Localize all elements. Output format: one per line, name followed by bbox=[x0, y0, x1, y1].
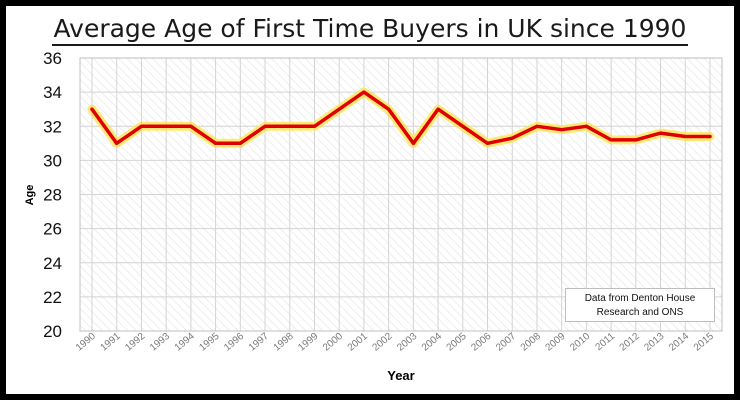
y-axis: 20 22 24 26 28 30 32 34 36 bbox=[43, 49, 62, 341]
data-point bbox=[337, 107, 341, 111]
chart-title: Average Age of First Time Buyers in UK s… bbox=[0, 14, 740, 46]
x-tick-label: 2003 bbox=[395, 331, 419, 354]
data-point bbox=[436, 107, 440, 111]
y-tick-label: 26 bbox=[43, 220, 62, 239]
plot-border bbox=[79, 57, 723, 332]
y-tick-label: 34 bbox=[43, 83, 62, 102]
y-axis-label: Age bbox=[24, 185, 36, 206]
x-axis-label: Year bbox=[387, 368, 414, 383]
data-point bbox=[461, 124, 465, 128]
x-tick-label: 2008 bbox=[519, 331, 543, 354]
data-point bbox=[115, 141, 119, 145]
data-point bbox=[164, 124, 168, 128]
y-tick-label: 32 bbox=[43, 117, 62, 136]
y-tick-label: 30 bbox=[43, 151, 62, 170]
series-age bbox=[87, 87, 715, 148]
data-point bbox=[362, 90, 366, 94]
x-tick-label: 2002 bbox=[370, 331, 394, 354]
x-tick-label: 1995 bbox=[197, 331, 221, 354]
x-tick-label: 2010 bbox=[568, 331, 592, 354]
data-point bbox=[189, 124, 193, 128]
data-point bbox=[288, 124, 292, 128]
x-tick-label: 2007 bbox=[494, 331, 518, 354]
x-tick-label: 2004 bbox=[420, 331, 444, 354]
x-tick-label: 1999 bbox=[296, 331, 320, 354]
data-point bbox=[683, 134, 687, 138]
data-point bbox=[238, 141, 242, 145]
x-tick-label: 2009 bbox=[543, 331, 567, 354]
x-tick-label: 2013 bbox=[642, 331, 666, 354]
data-point bbox=[263, 124, 267, 128]
data-point bbox=[312, 124, 316, 128]
y-tick-label: 24 bbox=[43, 254, 62, 273]
x-tick-label: 1996 bbox=[222, 331, 246, 354]
data-point bbox=[609, 138, 613, 142]
x-axis: 1990 1991 1992 1993 1994 1995 1996 1997 1998 1999… bbox=[74, 331, 716, 354]
data-point bbox=[708, 134, 712, 138]
data-point bbox=[411, 141, 415, 145]
x-tick-label: 2005 bbox=[445, 331, 469, 354]
x-tick-label: 2014 bbox=[667, 331, 691, 354]
data-point bbox=[659, 131, 663, 135]
data-point bbox=[560, 128, 564, 132]
x-tick-label: 1994 bbox=[173, 331, 197, 354]
y-tick-label: 28 bbox=[43, 186, 62, 205]
x-tick-label: 2000 bbox=[321, 331, 345, 354]
x-tick-label: 2001 bbox=[346, 331, 370, 354]
data-point bbox=[535, 124, 539, 128]
y-tick-label: 22 bbox=[43, 288, 62, 307]
x-tick-label: 2011 bbox=[593, 331, 617, 354]
data-point bbox=[387, 107, 391, 111]
data-point bbox=[584, 124, 588, 128]
data-point bbox=[90, 107, 94, 111]
y-tick-label: 20 bbox=[43, 322, 62, 341]
data-point bbox=[634, 138, 638, 142]
x-tick-label: 1993 bbox=[148, 331, 172, 354]
chart-title-text: Average Age of First Time Buyers in UK s… bbox=[51, 14, 689, 46]
data-point bbox=[486, 141, 490, 145]
y-tick-label: 36 bbox=[43, 49, 62, 68]
data-point bbox=[510, 136, 514, 140]
x-tick-label: 2006 bbox=[469, 331, 493, 354]
x-tick-label: 1998 bbox=[272, 331, 296, 354]
x-tick-label: 2012 bbox=[618, 331, 642, 354]
x-tick-label: 1991 bbox=[99, 331, 123, 354]
data-point bbox=[214, 141, 218, 145]
data-source-annotation: Data from Denton House Research and ONS bbox=[565, 288, 715, 322]
x-tick-label: 2015 bbox=[692, 331, 716, 354]
x-tick-label: 1997 bbox=[247, 331, 271, 354]
data-point bbox=[139, 124, 143, 128]
gridlines bbox=[79, 57, 723, 332]
series-line bbox=[90, 90, 712, 146]
x-tick-label: 1990 bbox=[74, 331, 98, 354]
x-tick-label: 1992 bbox=[123, 331, 147, 354]
